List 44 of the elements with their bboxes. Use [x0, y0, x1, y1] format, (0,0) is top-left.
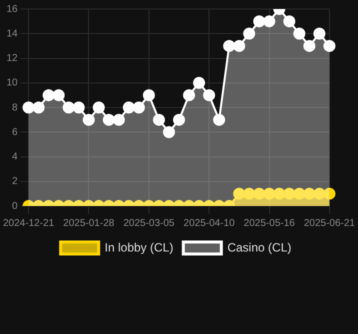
- y-tick-label: 8: [12, 102, 18, 114]
- point: [132, 102, 145, 114]
- point: [303, 40, 316, 52]
- point: [122, 102, 135, 114]
- point: [92, 102, 105, 114]
- point: [313, 28, 326, 40]
- point: [42, 89, 55, 102]
- point: [243, 28, 256, 40]
- y-tick-label: 0: [12, 200, 18, 212]
- x-tick-label: 2025-03-05: [123, 218, 175, 229]
- point: [72, 102, 85, 114]
- y-tick-label: 16: [6, 4, 18, 15]
- y-tick-label: 12: [6, 53, 18, 64]
- point: [62, 102, 75, 114]
- point: [203, 89, 216, 102]
- point: [52, 89, 65, 102]
- y-tick-label: 6: [12, 126, 18, 138]
- point: [32, 102, 45, 114]
- x-tick-label: 2025-05-16: [244, 218, 296, 229]
- x-tick-label: 2024-12-21: [3, 218, 55, 229]
- point: [142, 89, 155, 102]
- y-tick-label: 4: [12, 152, 18, 162]
- point: [112, 114, 125, 126]
- point: [162, 126, 175, 138]
- point: [213, 114, 226, 126]
- point: [293, 28, 306, 40]
- point: [183, 89, 196, 102]
- point: [193, 76, 206, 89]
- y-tick-label: 10: [6, 78, 18, 89]
- y-tick-label: 2: [12, 176, 18, 188]
- point: [323, 40, 336, 52]
- point: [152, 114, 165, 126]
- x-tick-label: 2025-01-28: [63, 218, 115, 229]
- x-tick-label: 2025-04-10: [184, 218, 236, 229]
- point: [173, 114, 185, 126]
- point: [233, 40, 246, 52]
- legend-label: In lobby (CL): [104, 240, 174, 254]
- point: [102, 114, 115, 126]
- y-tick-label: 14: [6, 28, 18, 40]
- legend-label: Casino (CL): [227, 240, 292, 254]
- x-tick-label: 2025-06-21: [304, 218, 356, 229]
- point: [223, 40, 236, 52]
- point: [82, 114, 95, 126]
- point: [22, 102, 35, 114]
